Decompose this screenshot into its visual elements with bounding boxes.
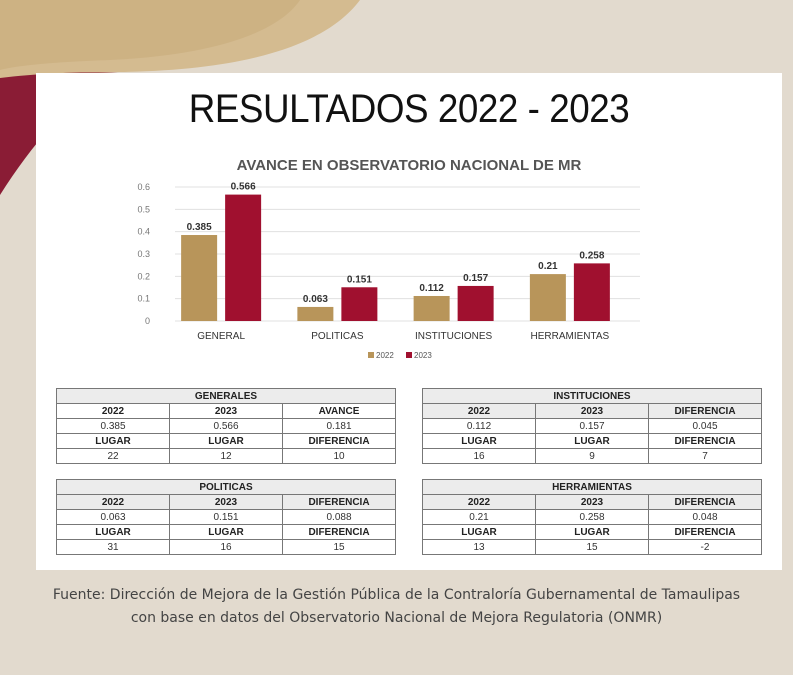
column-header: DIFERENCIA bbox=[648, 524, 762, 540]
source-note: Fuente: Dirección de Mejora de la Gestió… bbox=[0, 584, 793, 630]
table-cell: 0.045 bbox=[648, 418, 762, 434]
bar-2022-instituciones bbox=[413, 295, 450, 321]
column-header: LUGAR bbox=[422, 524, 536, 540]
table-cell: 16 bbox=[422, 448, 536, 464]
table-title: GENERALES bbox=[56, 388, 396, 404]
table-title: INSTITUCIONES bbox=[422, 388, 762, 404]
column-header: LUGAR bbox=[56, 433, 170, 449]
table-herramientas: HERRAMIENTAS 2022 2023 DIFERENCIA 0.21 0.258 0… bbox=[422, 479, 762, 555]
y-tick-label: 0.2 bbox=[137, 271, 150, 281]
x-tick-label: POLITICAS bbox=[311, 331, 364, 342]
column-header: 2022 bbox=[56, 494, 170, 510]
column-header: 2022 bbox=[422, 403, 536, 419]
column-header: 2023 bbox=[535, 494, 649, 510]
y-tick-label: 0.4 bbox=[137, 227, 150, 237]
page-title: RESULTADOS 2022 - 2023 bbox=[188, 87, 630, 131]
column-header: DIFERENCIA bbox=[648, 433, 762, 449]
table-cell: 0.566 bbox=[169, 418, 283, 434]
table-title: POLITICAS bbox=[56, 479, 396, 495]
x-tick-label: HERRAMIENTAS bbox=[531, 331, 610, 342]
table-title: HERRAMIENTAS bbox=[422, 479, 762, 495]
data-label: 0.21 bbox=[538, 261, 558, 272]
data-label: 0.385 bbox=[187, 222, 212, 233]
column-header: AVANCE bbox=[282, 403, 396, 419]
column-header: LUGAR bbox=[535, 433, 649, 449]
column-header: LUGAR bbox=[535, 524, 649, 540]
y-tick-label: 0 bbox=[145, 316, 150, 326]
data-label: 0.112 bbox=[419, 283, 444, 294]
chart-title: AVANCE EN OBSERVATORIO NACIONAL DE MR bbox=[237, 157, 582, 174]
y-tick-label: 0.3 bbox=[137, 249, 150, 259]
table-cell: 7 bbox=[648, 448, 762, 464]
source-line-1: Fuente: Dirección de Mejora de la Gestió… bbox=[52, 587, 741, 603]
bar-2022-politicas bbox=[297, 306, 334, 321]
table-cell: 0.112 bbox=[422, 418, 536, 434]
table-cell: 16 bbox=[169, 539, 283, 555]
table-cell: 13 bbox=[422, 539, 536, 555]
column-header: LUGAR bbox=[422, 433, 536, 449]
table-cell: 0.088 bbox=[282, 509, 396, 525]
bar-2023-instituciones bbox=[457, 285, 494, 321]
background-decoration bbox=[0, 0, 360, 195]
table-cell: 0.181 bbox=[282, 418, 396, 434]
column-header: 2023 bbox=[535, 403, 649, 419]
source-line-2: con base en datos del Observatorio Nacio… bbox=[130, 610, 663, 626]
table-cell: 22 bbox=[56, 448, 170, 464]
data-label: 0.063 bbox=[303, 294, 328, 305]
table-cell: 0.21 bbox=[422, 509, 536, 525]
table-generales: GENERALES 2022 2023 AVANCE 0.385 0.566 0.181 LU… bbox=[56, 388, 396, 464]
bar-2023-general bbox=[225, 194, 262, 321]
bar-2022-general bbox=[181, 235, 218, 321]
table-politicas: POLITICAS 2022 2023 DIFERENCIA 0.063 0.151 0.0… bbox=[56, 479, 396, 555]
table-cell: 15 bbox=[535, 539, 649, 555]
bar-2022-herramientas bbox=[529, 274, 566, 321]
x-tick-label: INSTITUCIONES bbox=[415, 331, 493, 342]
table-cell: 31 bbox=[56, 539, 170, 555]
table-cell: 0.151 bbox=[169, 509, 283, 525]
data-label: 0.566 bbox=[231, 182, 256, 193]
column-header: 2023 bbox=[169, 403, 283, 419]
data-label: 0.258 bbox=[579, 250, 604, 261]
bar-chart: AVANCE EN OBSERVATORIO NACIONAL DE MR 0 0.… bbox=[137, 157, 640, 360]
column-header: 2022 bbox=[422, 494, 536, 510]
table-cell: 9 bbox=[535, 448, 649, 464]
column-header: DIFERENCIA bbox=[282, 433, 396, 449]
column-header: 2023 bbox=[169, 494, 283, 510]
table-cell: 12 bbox=[169, 448, 283, 464]
column-header: LUGAR bbox=[169, 433, 283, 449]
y-tick-label: 0.1 bbox=[137, 294, 150, 304]
table-cell: 10 bbox=[282, 448, 396, 464]
data-label: 0.151 bbox=[347, 274, 372, 285]
bar-2023-herramientas bbox=[573, 263, 610, 321]
column-header: DIFERENCIA bbox=[282, 524, 396, 540]
slide-panel: RESULTADOS 2022 - 2023 AVANCE EN OBSERVA… bbox=[36, 73, 782, 570]
legend-label: 2022 bbox=[376, 351, 394, 360]
column-header: 2022 bbox=[56, 403, 170, 419]
data-label: 0.157 bbox=[463, 273, 488, 284]
table-cell: 0.063 bbox=[56, 509, 170, 525]
legend-swatch bbox=[368, 352, 374, 358]
legend-label: 2023 bbox=[414, 351, 432, 360]
y-tick-label: 0.6 bbox=[137, 182, 150, 192]
table-cell: 15 bbox=[282, 539, 396, 555]
table-cell: 0.048 bbox=[648, 509, 762, 525]
maroon-swoosh bbox=[0, 72, 118, 195]
table-cell: 0.385 bbox=[56, 418, 170, 434]
legend-swatch bbox=[406, 352, 412, 358]
table-cell: -2 bbox=[648, 539, 762, 555]
column-header: DIFERENCIA bbox=[648, 403, 762, 419]
x-tick-label: GENERAL bbox=[197, 331, 245, 342]
column-header: LUGAR bbox=[169, 524, 283, 540]
table-cell: 0.258 bbox=[535, 509, 649, 525]
table-instituciones: INSTITUCIONES 2022 2023 DIFERENCIA 0.112 0.15… bbox=[422, 388, 762, 464]
column-header: DIFERENCIA bbox=[282, 494, 396, 510]
bar-2023-politicas bbox=[341, 287, 378, 321]
table-cell: 0.157 bbox=[535, 418, 649, 434]
column-header: DIFERENCIA bbox=[648, 494, 762, 510]
column-header: LUGAR bbox=[56, 524, 170, 540]
y-tick-label: 0.5 bbox=[137, 204, 150, 214]
